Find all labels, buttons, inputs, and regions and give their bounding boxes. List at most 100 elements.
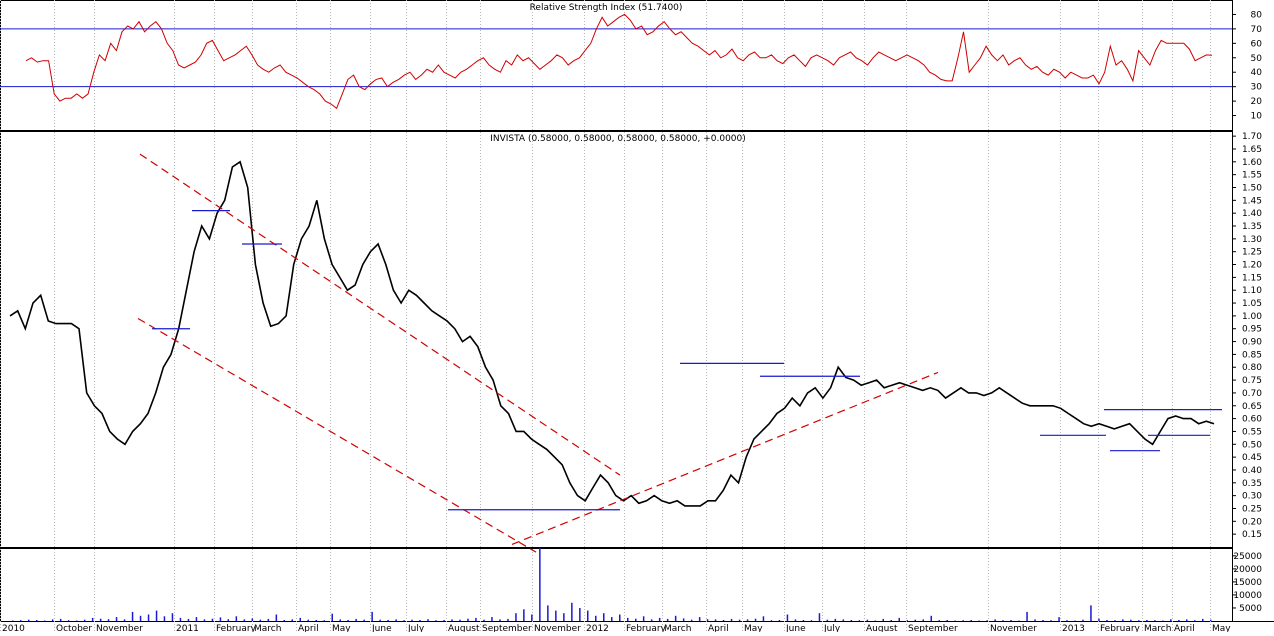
volume-bar bbox=[99, 618, 102, 621]
x-tick-label: 2012 bbox=[586, 624, 609, 632]
y-tick-label: 1.10 bbox=[1242, 286, 1262, 296]
volume-bar bbox=[203, 619, 206, 621]
price-series bbox=[9, 160, 1215, 507]
volume-bar bbox=[611, 617, 613, 621]
volume-bar bbox=[890, 620, 892, 621]
y-tick-label: 0.55 bbox=[1242, 427, 1262, 437]
x-tick-label: November bbox=[96, 624, 143, 632]
y-tick-label: 0.80 bbox=[1242, 363, 1262, 373]
volume-bar bbox=[531, 614, 533, 621]
y-tick-label: 30 bbox=[1251, 83, 1263, 93]
x-tick-label: 2013 bbox=[1062, 624, 1085, 632]
volume-bar bbox=[794, 619, 797, 621]
y-tick-label: 1.40 bbox=[1242, 209, 1262, 219]
price-line bbox=[9, 160, 1215, 507]
y-tick-label: 40 bbox=[1251, 68, 1263, 78]
volume-bar bbox=[674, 615, 677, 621]
volume-bar bbox=[1034, 619, 1036, 621]
volume-bar bbox=[475, 617, 477, 621]
volume-bar bbox=[1026, 611, 1028, 621]
x-tick-label: July bbox=[407, 624, 425, 632]
volume-bar bbox=[1082, 619, 1084, 621]
y-tick-label: 0.40 bbox=[1242, 466, 1262, 476]
x-tick-label: February bbox=[1100, 624, 1141, 632]
y-tick-label: 20000 bbox=[1233, 565, 1262, 575]
volume-bar bbox=[267, 618, 270, 621]
volume-bar bbox=[411, 619, 413, 621]
x-tick-label: 2010 bbox=[2, 624, 25, 632]
month-gridlines bbox=[0, 0, 1211, 632]
volume-bar bbox=[283, 620, 285, 621]
volume-bar bbox=[874, 620, 877, 621]
volume-bar bbox=[994, 619, 996, 621]
volume-bar bbox=[930, 615, 932, 621]
volume-bar bbox=[706, 619, 709, 621]
rsi-line bbox=[25, 13, 1213, 110]
volume-bar bbox=[970, 620, 972, 621]
volume-bar bbox=[443, 620, 445, 621]
y-tick-label: 0.90 bbox=[1242, 338, 1262, 348]
volume-bar bbox=[307, 619, 309, 621]
volume-bar bbox=[682, 618, 685, 621]
rsi-series bbox=[25, 13, 1213, 110]
volume-bar bbox=[579, 608, 581, 621]
x-tick-label: August bbox=[866, 624, 898, 632]
y-tick-label: 1.60 bbox=[1242, 158, 1262, 168]
volume-bar bbox=[355, 618, 357, 621]
volume-bar bbox=[1130, 619, 1132, 621]
y-tick-label: 0.95 bbox=[1242, 325, 1262, 335]
x-tick-label: May bbox=[332, 624, 351, 632]
volume-bar bbox=[1042, 620, 1044, 621]
volume-bar bbox=[107, 619, 110, 621]
volume-bar bbox=[83, 619, 86, 621]
volume-bar bbox=[1178, 620, 1180, 621]
volume-bar bbox=[347, 620, 349, 621]
volume-bar bbox=[395, 619, 397, 621]
y-axis-ticks: 10 20 30 40 50 60 70 80 0.15 0.20 0.25 0.30 0.35 0.40… bbox=[1232, 10, 1262, 614]
volume-bar bbox=[1186, 619, 1188, 621]
y-tick-label: 0.60 bbox=[1242, 415, 1262, 425]
x-tick-label: June bbox=[785, 624, 806, 632]
volume-bar bbox=[28, 619, 30, 621]
y-tick-label: 20 bbox=[1251, 97, 1263, 107]
volume-bar bbox=[12, 620, 14, 621]
y-tick-label: 1.35 bbox=[1242, 222, 1262, 232]
x-tick-label: October bbox=[56, 624, 92, 632]
volume-bar bbox=[1162, 620, 1164, 621]
y-tick-label: 0.35 bbox=[1242, 479, 1262, 489]
x-tick-label: July bbox=[823, 624, 841, 632]
volume-bar bbox=[786, 614, 789, 621]
volume-bar bbox=[1106, 620, 1108, 621]
volume-bar bbox=[491, 617, 493, 621]
volume-bar bbox=[323, 620, 325, 621]
volume-bar bbox=[810, 620, 813, 621]
volume-bar bbox=[954, 620, 956, 621]
volume-bar bbox=[91, 617, 94, 621]
x-tick-label: June bbox=[371, 624, 392, 632]
y-tick-label: 1.20 bbox=[1242, 261, 1262, 271]
volume-bar bbox=[1146, 620, 1148, 621]
volume-bar bbox=[59, 618, 62, 621]
volume-bar bbox=[387, 620, 389, 621]
volume-bar bbox=[603, 613, 605, 621]
volume-bar bbox=[1018, 620, 1020, 621]
volume-bar bbox=[922, 619, 924, 621]
x-tick-label: February bbox=[626, 624, 667, 632]
volume-bar bbox=[563, 613, 565, 621]
volume-bar bbox=[331, 613, 333, 621]
volume-bar bbox=[451, 619, 453, 621]
volume-bar bbox=[67, 620, 70, 621]
volume-bar bbox=[179, 617, 182, 621]
volume-bar bbox=[1058, 617, 1060, 621]
volume-bar bbox=[698, 617, 701, 621]
volume-bar bbox=[826, 619, 829, 621]
volume-bar bbox=[315, 620, 317, 621]
volume-bar bbox=[163, 616, 166, 621]
y-tick-label: 0.30 bbox=[1242, 492, 1262, 502]
volume-bar bbox=[515, 613, 517, 621]
x-tick-label: April bbox=[298, 624, 319, 632]
volume-bar bbox=[51, 619, 54, 621]
volume-bar bbox=[978, 620, 980, 621]
volume-bar bbox=[595, 615, 597, 621]
volume-bar bbox=[1090, 605, 1092, 621]
